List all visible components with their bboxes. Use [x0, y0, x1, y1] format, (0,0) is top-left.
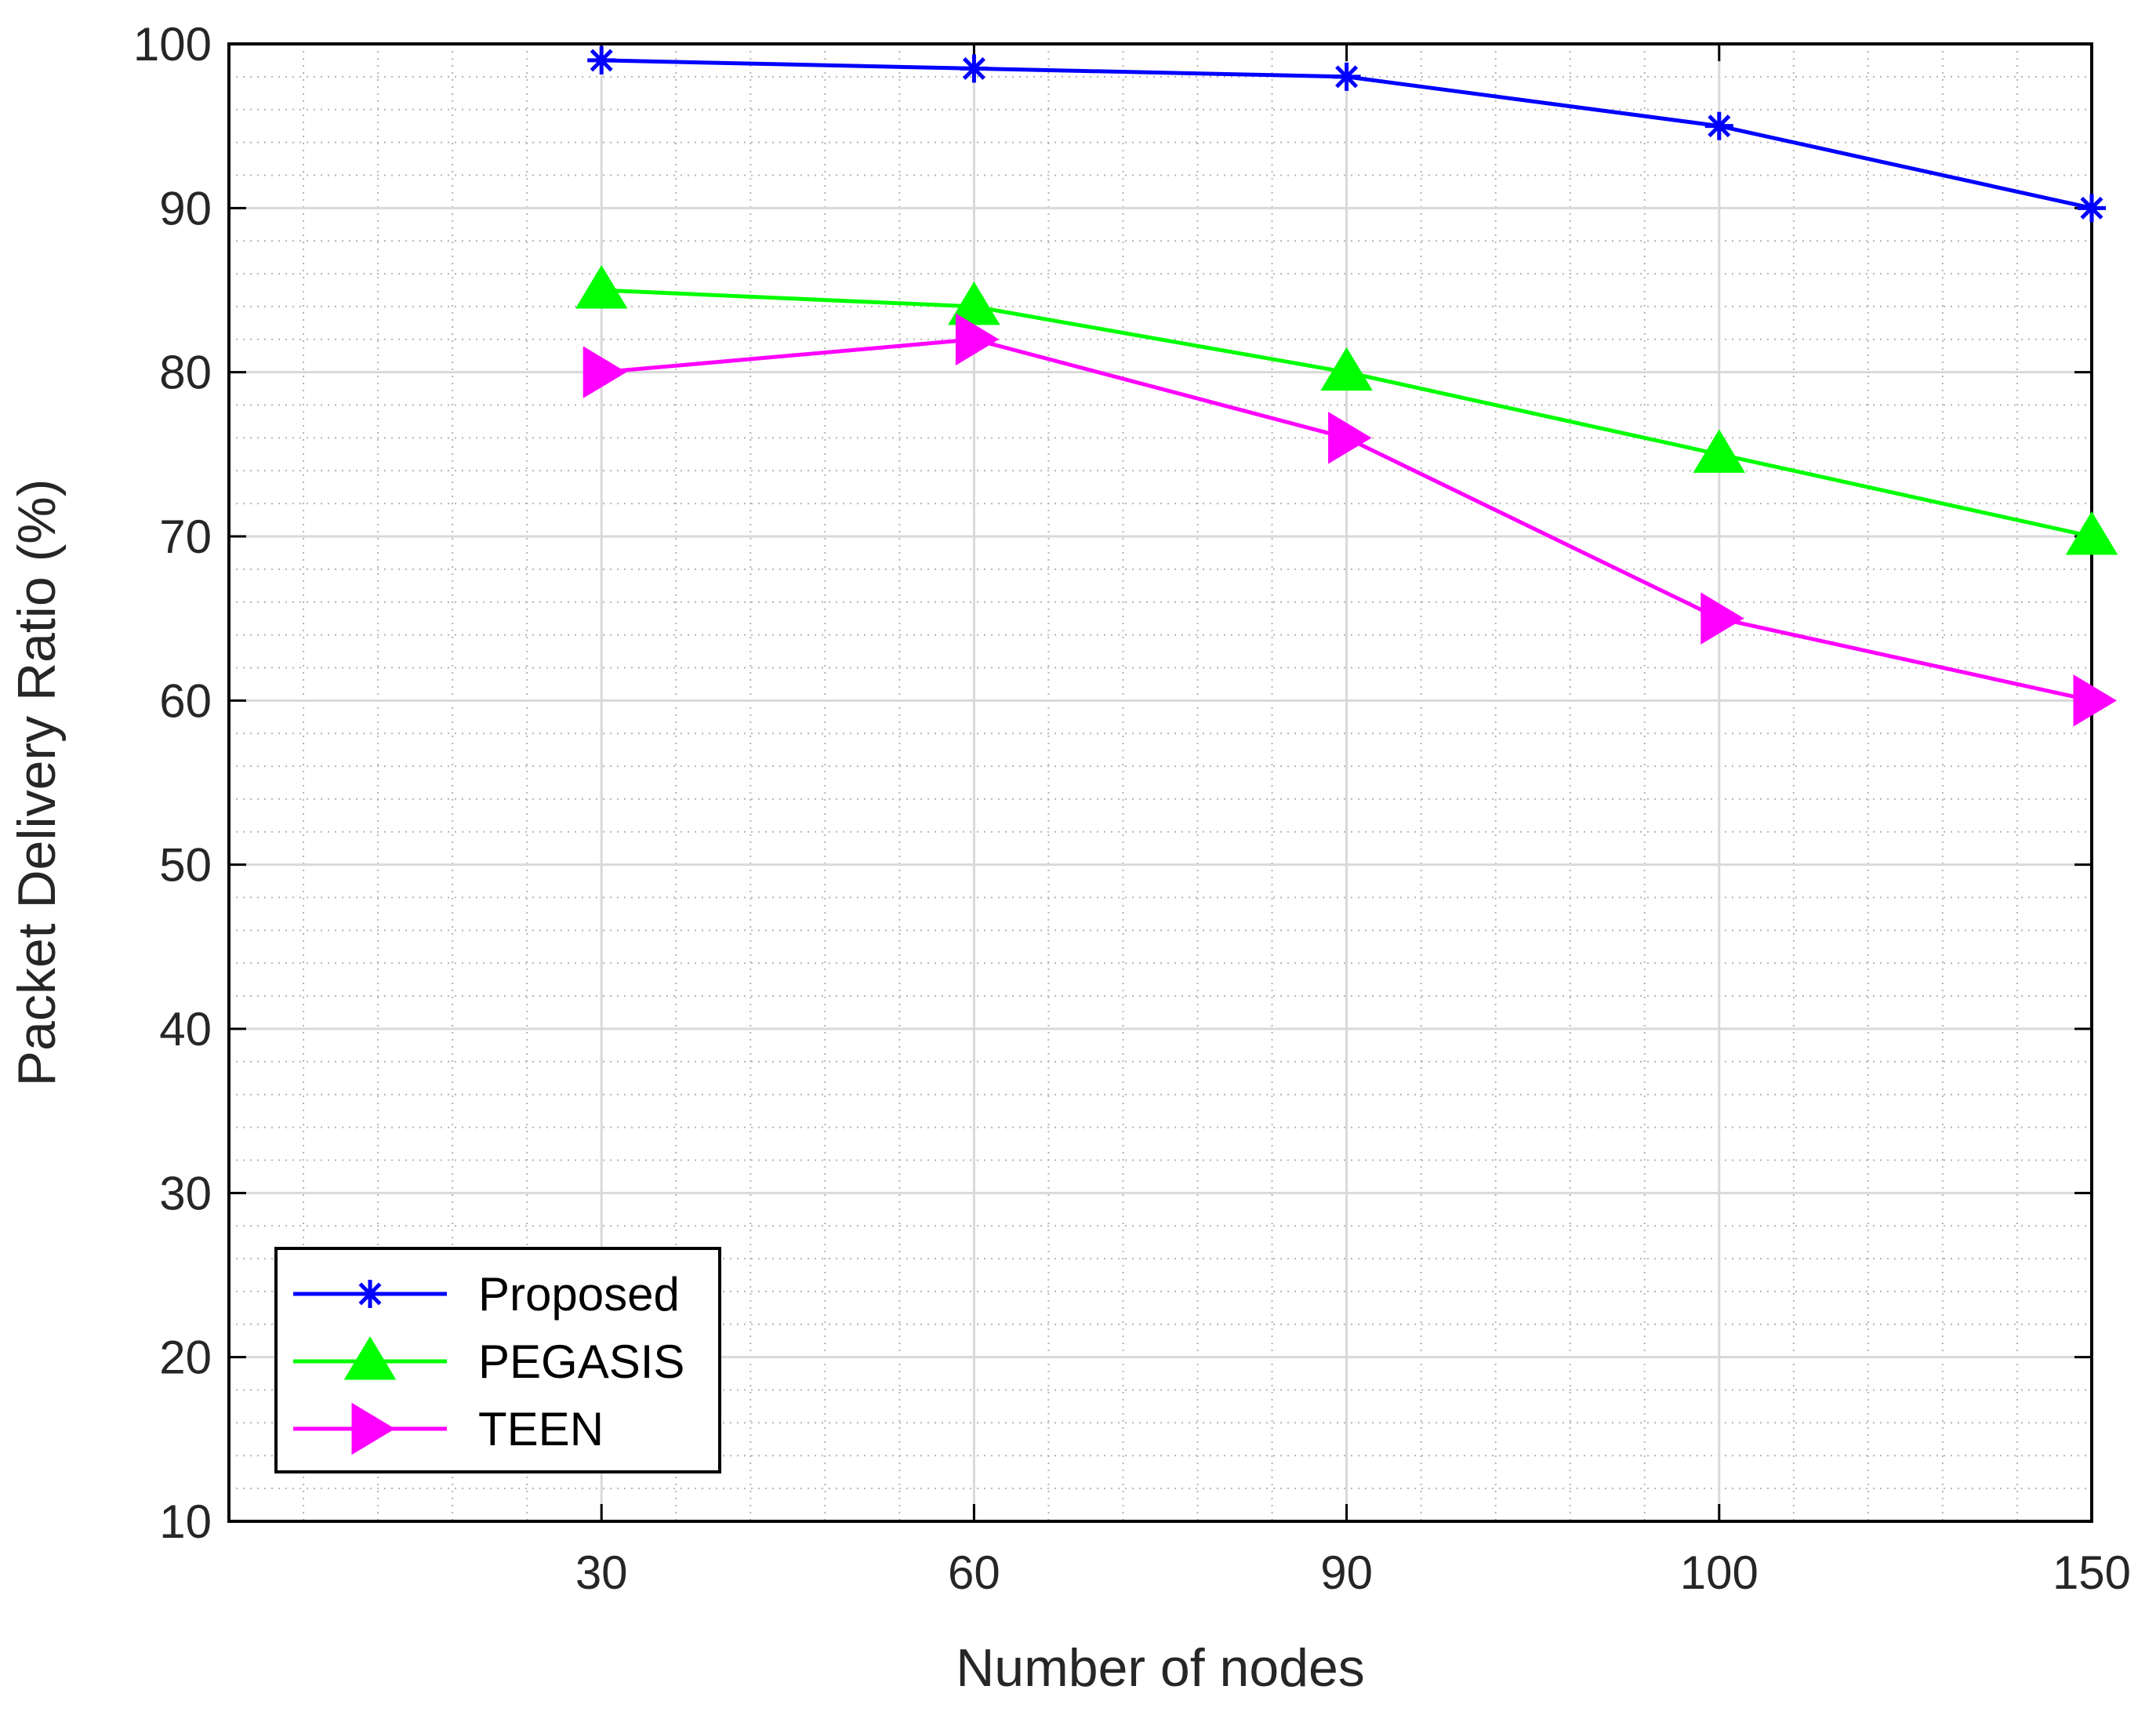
y-tick-label: 50: [159, 839, 212, 892]
legend-item-proposed: Proposed: [293, 1268, 680, 1321]
data-point-teen: [955, 313, 1000, 366]
data-point-teen: [583, 346, 627, 398]
series-pegasis: [575, 265, 2118, 555]
series-layer: [575, 45, 2118, 727]
data-point-proposed: [960, 54, 989, 83]
y-tick-label: 80: [159, 347, 212, 399]
x-tick-label: 60: [948, 1546, 1000, 1599]
data-point-proposed: [1704, 111, 1733, 140]
data-point-proposed: [1332, 62, 1361, 91]
x-tick-label: 150: [2053, 1546, 2131, 1599]
legend-item-teen: TEEN: [293, 1402, 604, 1455]
data-point-proposed: [587, 45, 616, 74]
legend-label: TEEN: [478, 1403, 604, 1455]
y-axis-title: Packet Delivery Ratio (%): [7, 479, 67, 1087]
series-proposed: [587, 45, 2106, 223]
y-tick-label: 90: [159, 182, 212, 234]
data-point-teen: [2073, 674, 2117, 727]
data-point-teen: [1328, 412, 1372, 464]
asterisk-stroke: [358, 1282, 382, 1306]
y-tick-label: 10: [159, 1495, 212, 1548]
y-tick-label: 40: [159, 1003, 212, 1056]
y-tick-label: 20: [159, 1332, 212, 1384]
y-tick-label: 60: [159, 674, 212, 727]
data-point-teen: [1700, 592, 1744, 645]
legend-marker: [351, 1402, 395, 1455]
data-point-pegasis: [1693, 429, 1746, 473]
x-axis-title: Number of nodes: [956, 1638, 1365, 1698]
x-tick-label: 90: [1320, 1546, 1373, 1599]
legend-marker: [356, 1280, 384, 1308]
legend-marker: [343, 1336, 397, 1380]
data-point-pegasis: [948, 281, 1000, 325]
x-axis: 30 60 90 100 150: [575, 44, 2131, 1599]
legend-label: PEGASIS: [478, 1335, 684, 1388]
data-point-proposed: [2078, 194, 2106, 223]
y-axis: 10 20 30 40 50 60 70 80 90 100: [133, 18, 2092, 1548]
y-tick-label: 70: [159, 511, 212, 563]
data-point-pegasis: [2065, 511, 2118, 555]
legend-item-pegasis: PEGASIS: [293, 1335, 684, 1388]
data-point-pegasis: [575, 265, 628, 309]
legend-label: Proposed: [478, 1268, 680, 1321]
asterisk-stroke: [590, 49, 613, 72]
plot-frame: [227, 42, 2093, 1523]
asterisk-stroke: [2080, 196, 2103, 220]
y-tick-label: 30: [159, 1167, 212, 1219]
asterisk-stroke: [1335, 65, 1359, 89]
series-teen: [583, 313, 2117, 727]
data-point-pegasis: [1320, 347, 1373, 391]
legend: Proposed PEGASIS TEEN: [274, 1247, 721, 1473]
x-tick-label: 30: [575, 1546, 628, 1599]
y-tick-label: 100: [133, 18, 212, 71]
asterisk-stroke: [962, 56, 985, 80]
x-tick-label: 100: [1680, 1546, 1759, 1599]
asterisk-stroke: [1708, 114, 1731, 138]
